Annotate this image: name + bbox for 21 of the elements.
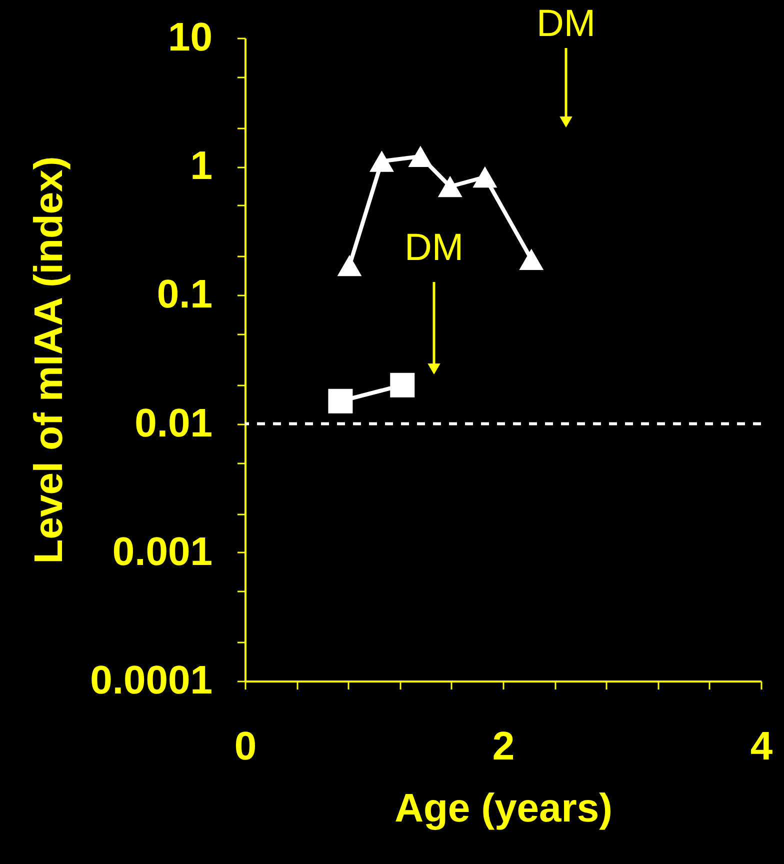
x-tick-label: 2	[492, 724, 515, 768]
point	[408, 146, 433, 168]
x-tick-label: 0	[234, 724, 257, 768]
y-tick-label: 0.0001	[90, 658, 212, 702]
point	[519, 248, 544, 270]
point	[472, 166, 498, 188]
point	[369, 150, 394, 172]
annotation: DM	[404, 227, 464, 269]
y-tick-label: 10	[168, 16, 212, 60]
x-tick-label: 4	[750, 724, 774, 768]
y-tick-label: 0.1	[156, 272, 212, 317]
annotation: DM	[536, 3, 596, 45]
y-tick-label: 1	[190, 144, 212, 188]
point	[328, 388, 353, 414]
point	[390, 372, 415, 398]
x-axis-title: Age (years)	[394, 786, 612, 830]
point	[438, 176, 462, 198]
y-tick-label: 0.01	[134, 401, 212, 446]
y-axis-title: Level of mIAA (index)	[27, 156, 72, 564]
point	[337, 254, 362, 276]
y-tick-label: 0.001	[112, 530, 212, 574]
